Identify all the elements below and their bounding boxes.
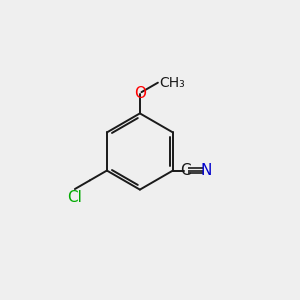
- Text: N: N: [200, 163, 212, 178]
- Text: O: O: [134, 85, 146, 100]
- Text: Cl: Cl: [68, 190, 82, 205]
- Text: CH₃: CH₃: [159, 76, 185, 90]
- Text: C: C: [180, 163, 191, 178]
